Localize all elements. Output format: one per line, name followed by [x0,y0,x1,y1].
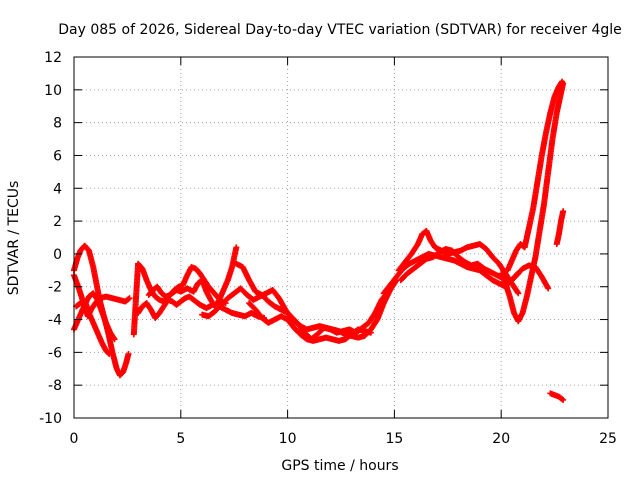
data-point [545,285,552,292]
y-tick-label: -6 [48,345,62,361]
data-point [111,336,118,343]
series-track-o [504,78,566,274]
data-point [125,296,132,303]
data-point [126,295,133,302]
data-point [125,351,132,358]
y-tick-label: -4 [48,313,62,329]
y-tick-label: 8 [53,116,62,132]
x-tick-label: 10 [279,431,297,447]
x-tick-label: 25 [599,431,617,447]
data-points [71,78,567,403]
data-point [106,351,113,358]
plot-frame [73,56,609,419]
x-tick-label: 5 [176,431,185,447]
data-point [105,349,112,356]
series-track-e [130,244,240,338]
series-track-j [246,300,374,344]
data-point [560,208,567,215]
y-axis-title: SDTVAR / TECUs [6,181,22,296]
x-axis-title: GPS time / hours [281,458,398,474]
data-point [367,329,374,336]
series-track-d [73,290,118,343]
y-tick-labels: -10 -8 -6 -4 -2 0 2 4 6 8 10 12 [39,50,62,427]
series-track-g [145,264,229,307]
y-tick-label: -10 [39,411,62,427]
x-tick-label: 0 [70,431,79,447]
y-tick-label: 12 [44,50,62,66]
y-tick-label: 10 [44,83,62,99]
y-tick-label: 2 [53,214,62,230]
series-track-l [395,227,522,297]
data-point [560,396,567,403]
axis-ticks [73,56,609,419]
series-track-p [553,208,567,248]
x-tick-label: 20 [492,431,510,447]
series-track-i [233,260,400,341]
y-tick-label: 4 [53,181,62,197]
y-tick-label: 0 [53,247,62,263]
series-track-n [498,80,567,325]
x-tick-label: 15 [385,431,403,447]
data-point [515,290,522,297]
x-tick-labels: 0 5 10 15 20 25 [70,431,617,447]
y-tick-label: -8 [48,378,62,394]
series-track-q [547,390,567,403]
grid [74,57,608,418]
data-point [559,396,566,403]
data-point [559,78,566,85]
y-tick-label: -2 [48,280,62,296]
data-point [233,244,240,251]
chart-title: Day 085 of 2026, Sidereal Day-to-day VTE… [58,22,622,38]
y-tick-label: 6 [53,148,62,164]
